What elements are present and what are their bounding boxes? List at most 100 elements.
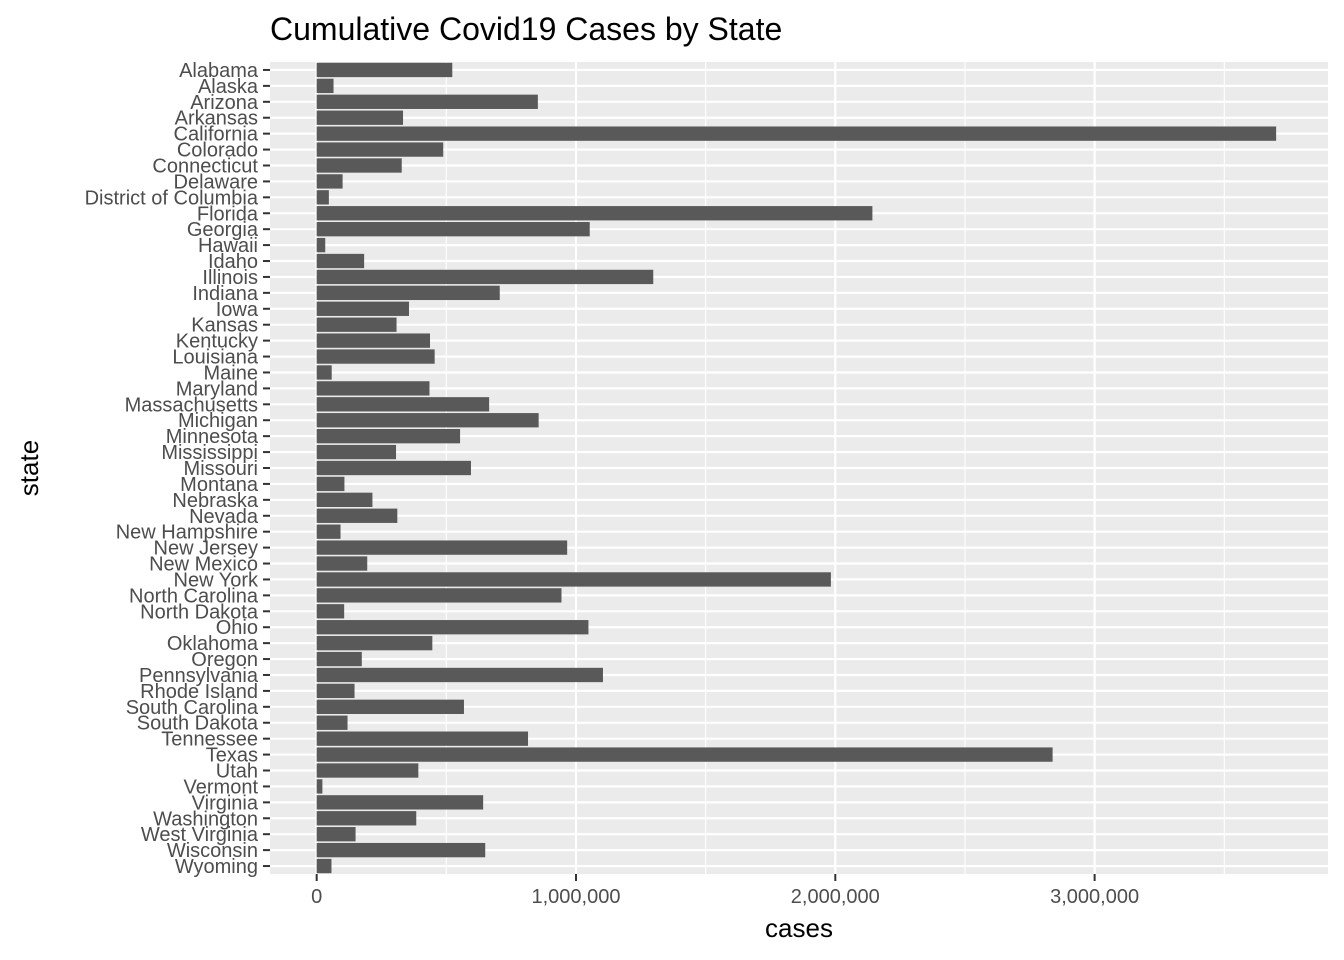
x-tick-label: 1,000,000 bbox=[531, 886, 620, 908]
y-tick-label: Washington bbox=[153, 808, 258, 830]
bar-nebraska bbox=[316, 492, 373, 508]
y-tick-label: Nebraska bbox=[172, 490, 258, 512]
bar-oregon bbox=[316, 651, 362, 667]
y-tick-label: Vermont bbox=[184, 776, 259, 798]
y-tick-label: Illinois bbox=[202, 267, 258, 289]
y-tick-label: Wyoming bbox=[175, 856, 258, 878]
bar-oklahoma bbox=[316, 635, 433, 651]
y-tick-label: Florida bbox=[197, 203, 259, 225]
x-tick-label: 3,000,000 bbox=[1050, 886, 1139, 908]
bar-colorado bbox=[316, 142, 444, 157]
bar-illinois bbox=[316, 269, 654, 285]
y-tick-label: Delaware bbox=[174, 171, 258, 193]
y-tick-label: Rhode Island bbox=[140, 681, 258, 703]
bar-alabama bbox=[316, 62, 453, 78]
bar-washington bbox=[316, 811, 417, 826]
y-tick-label: Indiana bbox=[192, 283, 258, 305]
y-tick-label: North Dakota bbox=[140, 601, 259, 623]
y-tick-label: Maryland bbox=[176, 378, 258, 400]
y-tick-label: Maine bbox=[204, 362, 258, 384]
bar-wisconsin bbox=[316, 842, 486, 858]
bar-georgia bbox=[316, 222, 590, 237]
bar-alaska bbox=[316, 78, 334, 94]
y-tick-label: South Dakota bbox=[137, 713, 259, 735]
y-tick-label: Montana bbox=[180, 474, 259, 496]
y-tick-label: Michigan bbox=[178, 410, 258, 432]
bar-maryland bbox=[316, 381, 430, 396]
bar-arkansas bbox=[316, 110, 404, 125]
bar-idaho bbox=[316, 253, 365, 269]
y-tick-label: Oregon bbox=[191, 649, 258, 671]
bar-district-of-columbia bbox=[316, 190, 329, 205]
y-tick-label: North Carolina bbox=[129, 585, 259, 607]
y-tick-label: Mississippi bbox=[161, 442, 258, 464]
bar-florida bbox=[316, 206, 873, 221]
bar-pennsylvania bbox=[316, 667, 603, 683]
bar-south-dakota bbox=[316, 715, 348, 730]
bars-layer bbox=[316, 62, 1277, 874]
chart-title: Cumulative Covid19 Cases by State bbox=[270, 11, 782, 47]
bar-hawaii bbox=[316, 237, 326, 253]
bar-new-hampshire bbox=[316, 524, 341, 539]
y-tick-label: Virginia bbox=[192, 792, 259, 814]
y-tick-label: Pennsylvania bbox=[139, 665, 259, 687]
bar-minnesota bbox=[316, 428, 461, 444]
bar-california bbox=[316, 126, 1277, 141]
y-tick-label: Arizona bbox=[190, 92, 259, 114]
y-tick-label: Tennessee bbox=[161, 729, 258, 751]
y-tick-label: Alabama bbox=[179, 60, 259, 82]
bar-massachusetts bbox=[316, 397, 490, 412]
y-tick-label: Kentucky bbox=[176, 331, 258, 353]
y-tick-label: New Hampshire bbox=[116, 522, 258, 544]
y-tick-label: Kansas bbox=[191, 315, 258, 337]
bar-vermont bbox=[316, 779, 323, 794]
bar-tennessee bbox=[316, 731, 529, 746]
y-tick-label: California bbox=[174, 124, 259, 146]
x-axis: 0 1,000,000 2,000,000 3,000,000 bbox=[311, 874, 1139, 908]
bar-kentucky bbox=[316, 333, 430, 348]
x-tick-label: 0 bbox=[311, 886, 322, 908]
y-tick-label: Wisconsin bbox=[167, 840, 258, 862]
y-tick-label: Idaho bbox=[208, 251, 258, 273]
bar-utah bbox=[316, 763, 419, 778]
bar-delaware bbox=[316, 174, 343, 189]
bar-louisiana bbox=[316, 349, 435, 364]
y-tick-label: Minnesota bbox=[166, 426, 259, 448]
y-tick-label: Hawaii bbox=[198, 235, 258, 257]
bar-ohio bbox=[316, 620, 589, 635]
bar-north-carolina bbox=[316, 588, 562, 603]
y-tick-label: Arkansas bbox=[175, 108, 258, 130]
y-tick-label: South Carolina bbox=[126, 697, 259, 719]
y-tick-label: Ohio bbox=[216, 617, 258, 639]
y-tick-label: Louisiana bbox=[172, 347, 259, 369]
bar-texas bbox=[316, 747, 1053, 762]
y-tick-label: Georgia bbox=[187, 219, 259, 241]
y-tick-label: Nevada bbox=[189, 506, 259, 528]
bar-west-virginia bbox=[316, 827, 356, 842]
y-tick-label: Utah bbox=[216, 761, 258, 783]
y-tick-label: Massachusetts bbox=[125, 394, 258, 416]
y-tick-label: Oklahoma bbox=[167, 633, 259, 655]
bar-virginia bbox=[316, 795, 484, 810]
bar-maine bbox=[316, 365, 332, 380]
bar-michigan bbox=[316, 413, 539, 428]
y-tick-label: Connecticut bbox=[152, 155, 258, 177]
y-tick-label: West Virginia bbox=[141, 824, 259, 846]
y-tick-label: New York bbox=[174, 569, 259, 591]
x-tick-label: 2,000,000 bbox=[791, 886, 880, 908]
bar-new-mexico bbox=[316, 556, 368, 571]
bar-wyoming bbox=[316, 858, 332, 874]
y-tick-label: Colorado bbox=[177, 140, 258, 162]
y-tick-label: Alaska bbox=[198, 76, 259, 98]
bar-arizona bbox=[316, 94, 538, 109]
bar-north-dakota bbox=[316, 604, 345, 619]
bar-nevada bbox=[316, 508, 398, 523]
bar-missouri bbox=[316, 460, 471, 476]
y-tick-label: Missouri bbox=[184, 458, 258, 480]
bar-iowa bbox=[316, 301, 409, 316]
y-tick-label: District of Columbia bbox=[85, 187, 259, 209]
y-tick-label: Texas bbox=[206, 745, 258, 767]
bar-indiana bbox=[316, 285, 500, 301]
